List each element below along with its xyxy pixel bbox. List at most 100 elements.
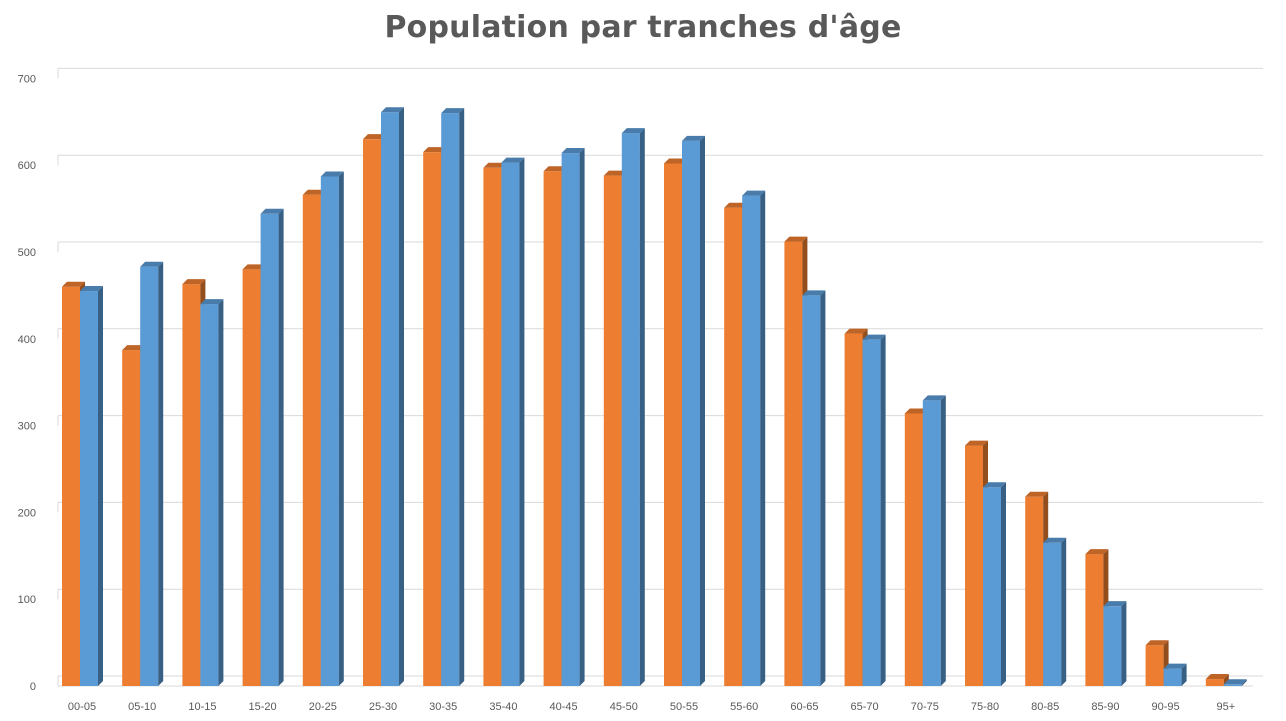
bar-top <box>483 162 507 168</box>
bar-top <box>603 170 627 176</box>
bar-top <box>320 171 344 177</box>
y-tick-label: 300 <box>18 421 36 433</box>
bar-05-10-s2 <box>140 261 164 686</box>
bar-side <box>459 108 465 687</box>
bar-side <box>1001 482 1006 686</box>
bar-side <box>1181 663 1187 686</box>
x-tick-label: 35-40 <box>489 701 517 713</box>
bar-top <box>742 190 766 196</box>
bar-front <box>302 194 321 686</box>
bar-top <box>302 189 326 195</box>
bar-top <box>844 328 868 334</box>
bar-front <box>320 176 339 686</box>
bar-top <box>1085 549 1109 555</box>
x-tick-label: 15-20 <box>249 701 277 713</box>
bar-30-35-s2 <box>441 108 465 687</box>
x-tick-label: 55-60 <box>730 701 758 713</box>
bar-top <box>724 202 748 208</box>
bar-front <box>242 269 261 686</box>
bar-front <box>122 350 141 686</box>
x-tick-label: 10-15 <box>188 701 216 713</box>
bar-top <box>1025 491 1049 497</box>
bar-60-65-s2 <box>802 290 826 686</box>
x-axis: 00-05 05-10 10-15 15-20 20-25 25-30 30-35 35-40… <box>68 701 1235 713</box>
bar-55-60-s2 <box>742 190 766 686</box>
bar-front <box>922 400 941 686</box>
bar-top <box>983 482 1006 488</box>
bar-side <box>98 286 103 686</box>
bar-front <box>1025 496 1044 686</box>
x-tick-label: 25-30 <box>369 701 397 713</box>
bar-35-40-s2 <box>501 157 525 686</box>
bar-side <box>1061 537 1067 686</box>
y-tick-label: 200 <box>18 507 36 519</box>
bar-front <box>621 133 640 687</box>
bar-front <box>62 286 80 686</box>
bar-top <box>1145 640 1169 646</box>
bar-top <box>664 158 687 164</box>
bar-front <box>501 162 520 686</box>
bar-top <box>1205 674 1229 680</box>
x-tick-label: 20-25 <box>309 701 337 713</box>
bar-top <box>802 290 826 296</box>
bar-side <box>278 208 284 687</box>
bar-front <box>983 487 1001 686</box>
bar-front <box>1205 679 1224 686</box>
bar-front <box>1145 645 1164 686</box>
bar-front <box>200 304 219 686</box>
bar-front <box>543 171 562 686</box>
x-tick-label: 95+ <box>1216 701 1235 713</box>
bar-side <box>760 190 766 686</box>
bar-65-70-s2 <box>862 334 886 686</box>
bar-side <box>1121 601 1127 686</box>
bar-front <box>1223 684 1242 686</box>
bar-side <box>158 261 164 686</box>
x-tick-label: 75-80 <box>971 701 999 713</box>
bar-top <box>904 408 928 414</box>
bar-front <box>561 153 580 687</box>
bar-top <box>140 261 164 267</box>
bar-side <box>218 299 224 686</box>
bar-20-25-s2 <box>320 171 344 686</box>
bar-top <box>501 157 525 163</box>
bar-front <box>381 112 399 686</box>
bar-front <box>682 140 700 686</box>
bar-top <box>260 208 284 214</box>
bar-top <box>1223 679 1247 685</box>
bar-side <box>940 395 946 686</box>
x-tick-label: 30-35 <box>429 701 457 713</box>
bar-side <box>639 128 645 687</box>
bar-side <box>1241 679 1247 686</box>
bar-25-30-s2 <box>381 107 404 686</box>
bar-top <box>1043 537 1067 543</box>
bar-top <box>862 334 886 340</box>
y-tick-label: 400 <box>18 334 36 346</box>
gridlines <box>57 67 1263 687</box>
bar-top <box>441 108 465 114</box>
bar-00-05-s2 <box>80 286 103 686</box>
bar-front <box>80 291 98 686</box>
bar-front <box>724 207 743 686</box>
bar-front <box>1085 554 1104 686</box>
bar-top <box>561 148 585 154</box>
bar-top <box>1103 601 1127 607</box>
y-tick-label: 0 <box>30 681 36 693</box>
bar-front <box>862 339 881 686</box>
bar-front <box>844 333 863 686</box>
bar-top <box>922 395 946 401</box>
bar-top <box>1163 663 1187 669</box>
bar-top <box>621 128 645 134</box>
bar-10-15-s2 <box>200 299 224 686</box>
bar-side <box>399 107 404 686</box>
y-tick-label: 500 <box>18 247 36 259</box>
bar-top <box>182 279 206 285</box>
bar-50-55-s2 <box>682 135 705 686</box>
bar-front <box>664 163 682 687</box>
bar-top <box>965 440 988 446</box>
y-tick-label: 700 <box>18 73 36 85</box>
bar-side <box>880 334 886 686</box>
x-tick-label: 80-85 <box>1031 701 1059 713</box>
bar-top <box>784 236 808 242</box>
bar-side <box>700 135 705 686</box>
